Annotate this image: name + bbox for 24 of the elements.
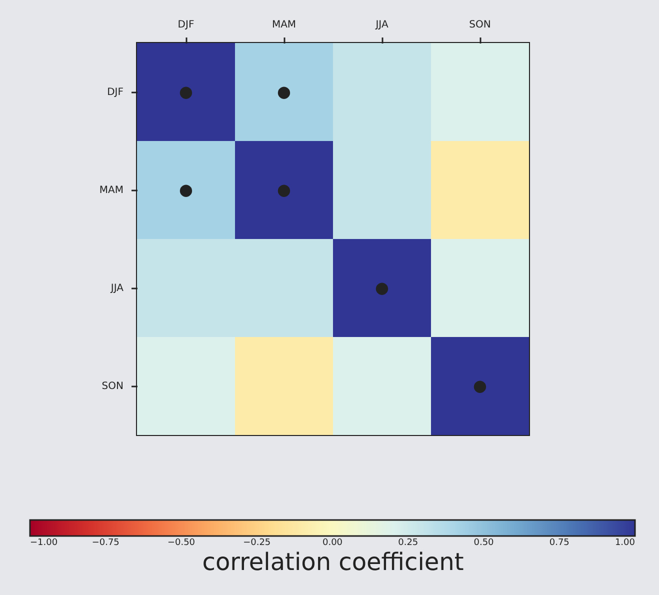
color-bar-label: −0.25 [243, 538, 271, 548]
color-bar-label: 0.25 [398, 538, 418, 548]
color-bar-label: −0.75 [92, 538, 120, 548]
data-label: ● [375, 278, 390, 297]
data-label: ● [277, 82, 292, 101]
x-tick-label: DJF [178, 20, 194, 30]
data-label: ● [179, 180, 194, 199]
color-bar-label: 0.75 [549, 538, 570, 548]
y-tick-label: DJF [107, 87, 124, 98]
y-tick-label: SON [102, 381, 124, 392]
color-bar-label: −1.00 [30, 538, 58, 548]
color-bar-label: 1.00 [614, 538, 636, 548]
data-label: ● [473, 376, 488, 395]
y-tick-label: JJA [110, 283, 124, 294]
color-bar-label: 0.00 [322, 538, 343, 548]
x-tick-label: SON [469, 20, 491, 30]
x-tick-label: MAM [272, 20, 296, 30]
color-bar-title: correlation coefficient [202, 548, 464, 576]
data-label: ● [277, 180, 292, 199]
x-tick-label: JJA [374, 20, 388, 30]
data-label: ● [179, 82, 194, 101]
y-tick-label: MAM [99, 185, 124, 196]
color-bar-label: 0.50 [474, 538, 494, 548]
color-bar-label: −0.50 [167, 538, 196, 548]
